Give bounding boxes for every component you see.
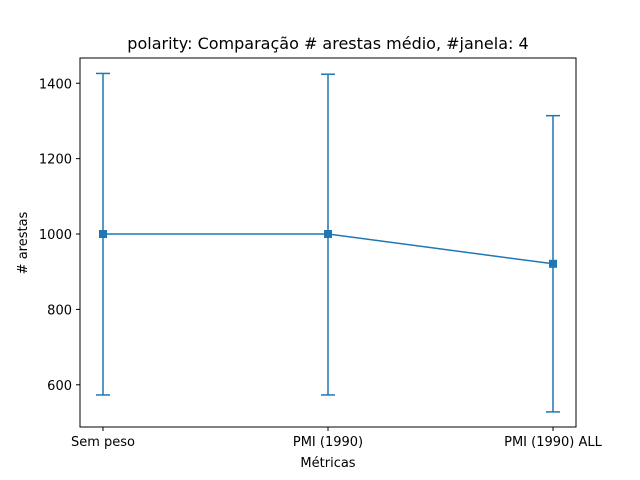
x-tick-label: PMI (1990): [293, 435, 363, 450]
data-point-marker: [99, 230, 107, 239]
plot-frame: [79, 57, 577, 428]
x-tick-label: PMI (1990) ALL: [504, 435, 603, 450]
series-markers: [99, 230, 557, 268]
y-tick-label: 1000: [39, 228, 72, 243]
y-tick-label: 600: [47, 379, 72, 394]
y-tick-label: 1200: [39, 153, 72, 168]
x-tick-label: Sem peso: [71, 435, 135, 450]
y-axis-ticks: 600 800 1000 1200 1400: [39, 77, 80, 394]
y-tick-label: 1400: [39, 77, 72, 92]
y-tick-label: 800: [47, 303, 72, 318]
data-point-marker: [549, 259, 557, 268]
x-axis-label: Métricas: [300, 456, 355, 471]
chart-title: polarity: Comparação # arestas médio, #j…: [127, 34, 528, 53]
data-point-marker: [324, 230, 332, 239]
y-axis-label: # arestas: [16, 211, 31, 274]
x-axis-ticks: Sem peso PMI (1990) PMI (1990) ALL: [71, 427, 603, 450]
